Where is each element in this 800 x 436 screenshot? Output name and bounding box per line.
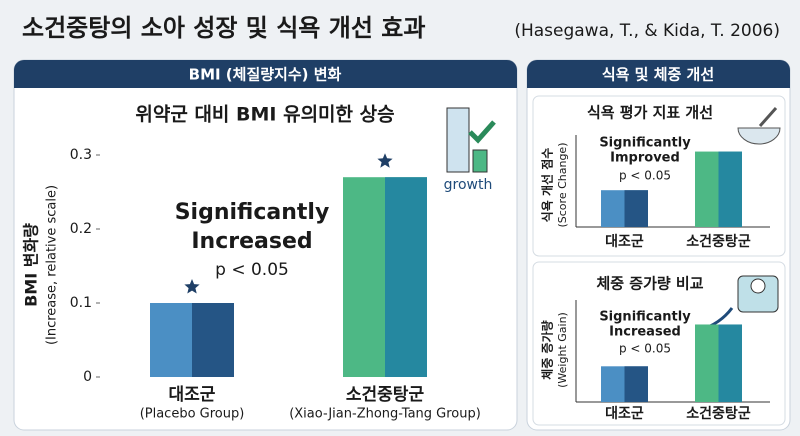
x-tick-label: 대조군 (169, 385, 216, 405)
annotation: Increased (191, 229, 312, 254)
y-tick-label: 0.2 (70, 221, 92, 237)
chart-title: 식욕 평가 지표 개선 (587, 104, 713, 122)
icon-ruler (446, 107, 470, 173)
y-tick-label: 0.1 (70, 295, 92, 311)
growth-icon: growth (444, 107, 496, 193)
y-axis-label: (Score Change) (556, 142, 569, 227)
icon-bar (472, 149, 488, 173)
p-value: p < 0.05 (215, 260, 289, 280)
page-title: 소건중탕의 소아 성장 및 식욕 개선 효과 (22, 14, 425, 42)
annotation: Significantly (175, 200, 330, 225)
x-tick-label: 소건중탕군 (686, 233, 751, 250)
p-value: p < 0.05 (619, 342, 671, 356)
x-tick-label: 소건중탕군 (346, 385, 425, 405)
annotation: Significantly (599, 136, 691, 151)
right-panel-title: 식욕 및 체중 개선 (602, 66, 714, 84)
annotation: Increased (609, 325, 681, 340)
x-tick-label: 대조군 (605, 234, 644, 250)
y-axis-label: (Weight Gain) (556, 312, 569, 388)
icon-label: growth (444, 177, 493, 193)
significance-star (377, 153, 393, 168)
y-axis-label: 식욕 개선 점수 (540, 148, 555, 223)
left-panel-header (14, 60, 517, 88)
bar-shade (624, 366, 648, 402)
bar-shade (192, 303, 234, 377)
significance-star (184, 279, 200, 294)
chart-title: 체중 증가량 비교 (596, 275, 703, 293)
citation: (Hasegawa, T., & Kida, T. 2006) (514, 21, 780, 41)
left-panel-title: BMI (체질량지수) 변화 (189, 66, 342, 84)
annotation: Improved (610, 151, 680, 166)
bar-shade (624, 190, 648, 227)
bar-shade (718, 151, 742, 227)
x-tick-label: 소건중탕군 (686, 405, 751, 422)
icon-spoon (758, 107, 778, 127)
chart-title: 위약군 대비 BMI 유의미한 상승 (135, 104, 394, 126)
icon-dial (750, 278, 766, 294)
y-axis-label: 체중 증가량 (540, 320, 555, 379)
p-value: p < 0.05 (619, 169, 671, 183)
icon-check (468, 120, 496, 144)
bowl-icon (737, 107, 781, 145)
bar-shade (718, 324, 742, 402)
y-axis-label: (Increase, relative scale) (45, 185, 60, 345)
y-tick-label: 0.3 (70, 147, 92, 163)
icon-bowl (737, 127, 781, 145)
bar-shade (385, 177, 427, 377)
y-axis-label: BMI 변화량 (22, 223, 41, 307)
x-tick-label: 대조군 (605, 406, 644, 422)
category-note: (Placebo Group) (140, 407, 245, 422)
category-note: (Xiao-Jian-Zhong-Tang Group) (289, 407, 481, 422)
icon-scale (737, 275, 779, 313)
right-panel-header (527, 60, 790, 88)
annotation: Significantly (599, 310, 691, 325)
y-tick-label: 0 (83, 369, 92, 385)
